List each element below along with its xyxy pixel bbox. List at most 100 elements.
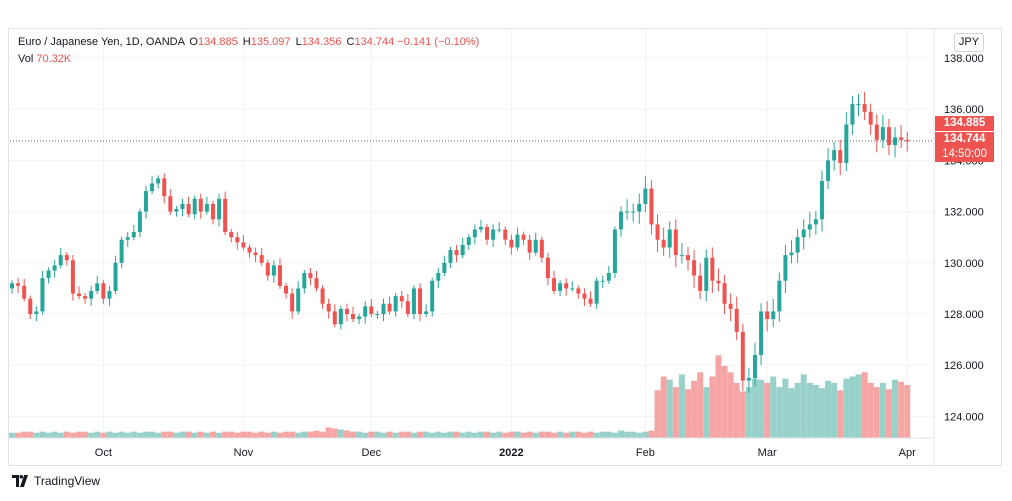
volume-bar [484, 431, 491, 438]
candle-body [667, 229, 672, 248]
candle-body [740, 331, 745, 381]
candle-body [369, 306, 374, 314]
candle-body [838, 150, 843, 163]
price-tick-label: 124.000 [944, 411, 984, 423]
candle-body [296, 288, 301, 312]
volume-bar [45, 432, 52, 438]
volume-bar [252, 432, 259, 438]
volume-bar [82, 431, 89, 438]
candle-body [22, 285, 27, 299]
candle-body [131, 232, 136, 238]
candle-body [485, 226, 490, 240]
candle-body [387, 303, 392, 312]
price-tick-label: 132.000 [944, 207, 984, 219]
candle-body [771, 311, 776, 320]
candle-body [162, 178, 167, 197]
candle-body [582, 293, 587, 299]
candle-body [381, 303, 386, 314]
volume-bar [75, 431, 82, 438]
volume-bar [27, 431, 34, 438]
volume-bar [155, 432, 162, 438]
candle-body [899, 137, 904, 140]
volume-bar [551, 432, 558, 438]
volume-bar [666, 379, 673, 438]
candle-body [472, 229, 477, 238]
candle-body [746, 378, 751, 381]
candle-body [290, 293, 295, 312]
volume-bar [520, 432, 527, 438]
candle-body [539, 239, 544, 258]
volume-bar [209, 431, 216, 438]
candle-body [612, 229, 617, 274]
volume-bar [417, 431, 424, 438]
volume-bar [319, 431, 326, 438]
legend-volume-label[interactable]: Vol [18, 53, 34, 65]
volume-bar [57, 432, 64, 438]
time-axis[interactable]: Oct Nov Dec 2022 Feb Mar Apr [95, 447, 916, 459]
candle-body [70, 260, 75, 294]
footer-brand[interactable]: TradingView [34, 474, 101, 488]
volume-bar [678, 374, 685, 438]
volume-bar [161, 431, 168, 438]
volume-bar [825, 380, 832, 438]
price-axis[interactable]: 124.000126.000128.000130.000132.000134.0… [944, 53, 984, 423]
volume-bar [751, 378, 758, 438]
volume-bar [197, 431, 204, 438]
volume-bar [301, 431, 308, 438]
volume-bar [496, 431, 503, 438]
time-tick-label: Apr [899, 447, 916, 459]
candle-body [454, 250, 459, 256]
volume-bar [289, 431, 296, 438]
volume-bar [703, 387, 710, 438]
volume-bar [508, 431, 515, 438]
candle-body [204, 203, 209, 212]
legend-open-value: 134.885 [197, 36, 238, 48]
volume-bar [270, 431, 277, 438]
candle-body [89, 290, 94, 299]
candle-body [521, 234, 526, 240]
currency-button[interactable]: JPY [954, 33, 984, 52]
volume-bar [404, 431, 411, 438]
volume-bar [855, 374, 862, 438]
tradingview-logo-icon[interactable] [12, 475, 28, 487]
candle-body [600, 280, 605, 282]
candle-body [625, 211, 630, 213]
candle-body [326, 303, 331, 312]
candle-body [16, 283, 21, 286]
candle-body [192, 198, 197, 215]
volume-bar [283, 431, 290, 438]
candle-body [619, 211, 623, 230]
legend-high-value: 135.097 [250, 36, 291, 48]
candle-body [673, 229, 678, 256]
volume-bar [88, 432, 95, 438]
candle-body [332, 311, 337, 325]
volume-bar [447, 431, 454, 438]
candle-body [247, 247, 252, 253]
legend-close-label: C [346, 36, 355, 48]
legend-symbol[interactable]: Euro / Japanese Yen, 1D, OANDA [18, 36, 185, 48]
volume-bar [307, 431, 314, 438]
candle-body [308, 273, 313, 279]
volume-bar [392, 432, 399, 438]
candles [10, 91, 910, 393]
candle-body [692, 260, 697, 276]
candle-body [460, 244, 465, 256]
candle-body [710, 257, 715, 281]
candle-body [631, 211, 636, 213]
volume-bar [624, 431, 631, 438]
candle-body [545, 257, 550, 279]
candle-body [637, 203, 642, 212]
volume-bar [898, 381, 905, 438]
volume-bar [581, 432, 588, 438]
volume-bar [471, 432, 478, 438]
volume-bar [222, 431, 229, 438]
candle-body [393, 296, 398, 312]
volume-bar [246, 431, 253, 438]
candle-body [807, 224, 812, 230]
volume-bar [264, 432, 271, 438]
volume-bar [879, 382, 886, 438]
time-tick-label: Dec [362, 447, 382, 459]
volume-bar [216, 432, 223, 438]
candle-body [10, 283, 14, 289]
